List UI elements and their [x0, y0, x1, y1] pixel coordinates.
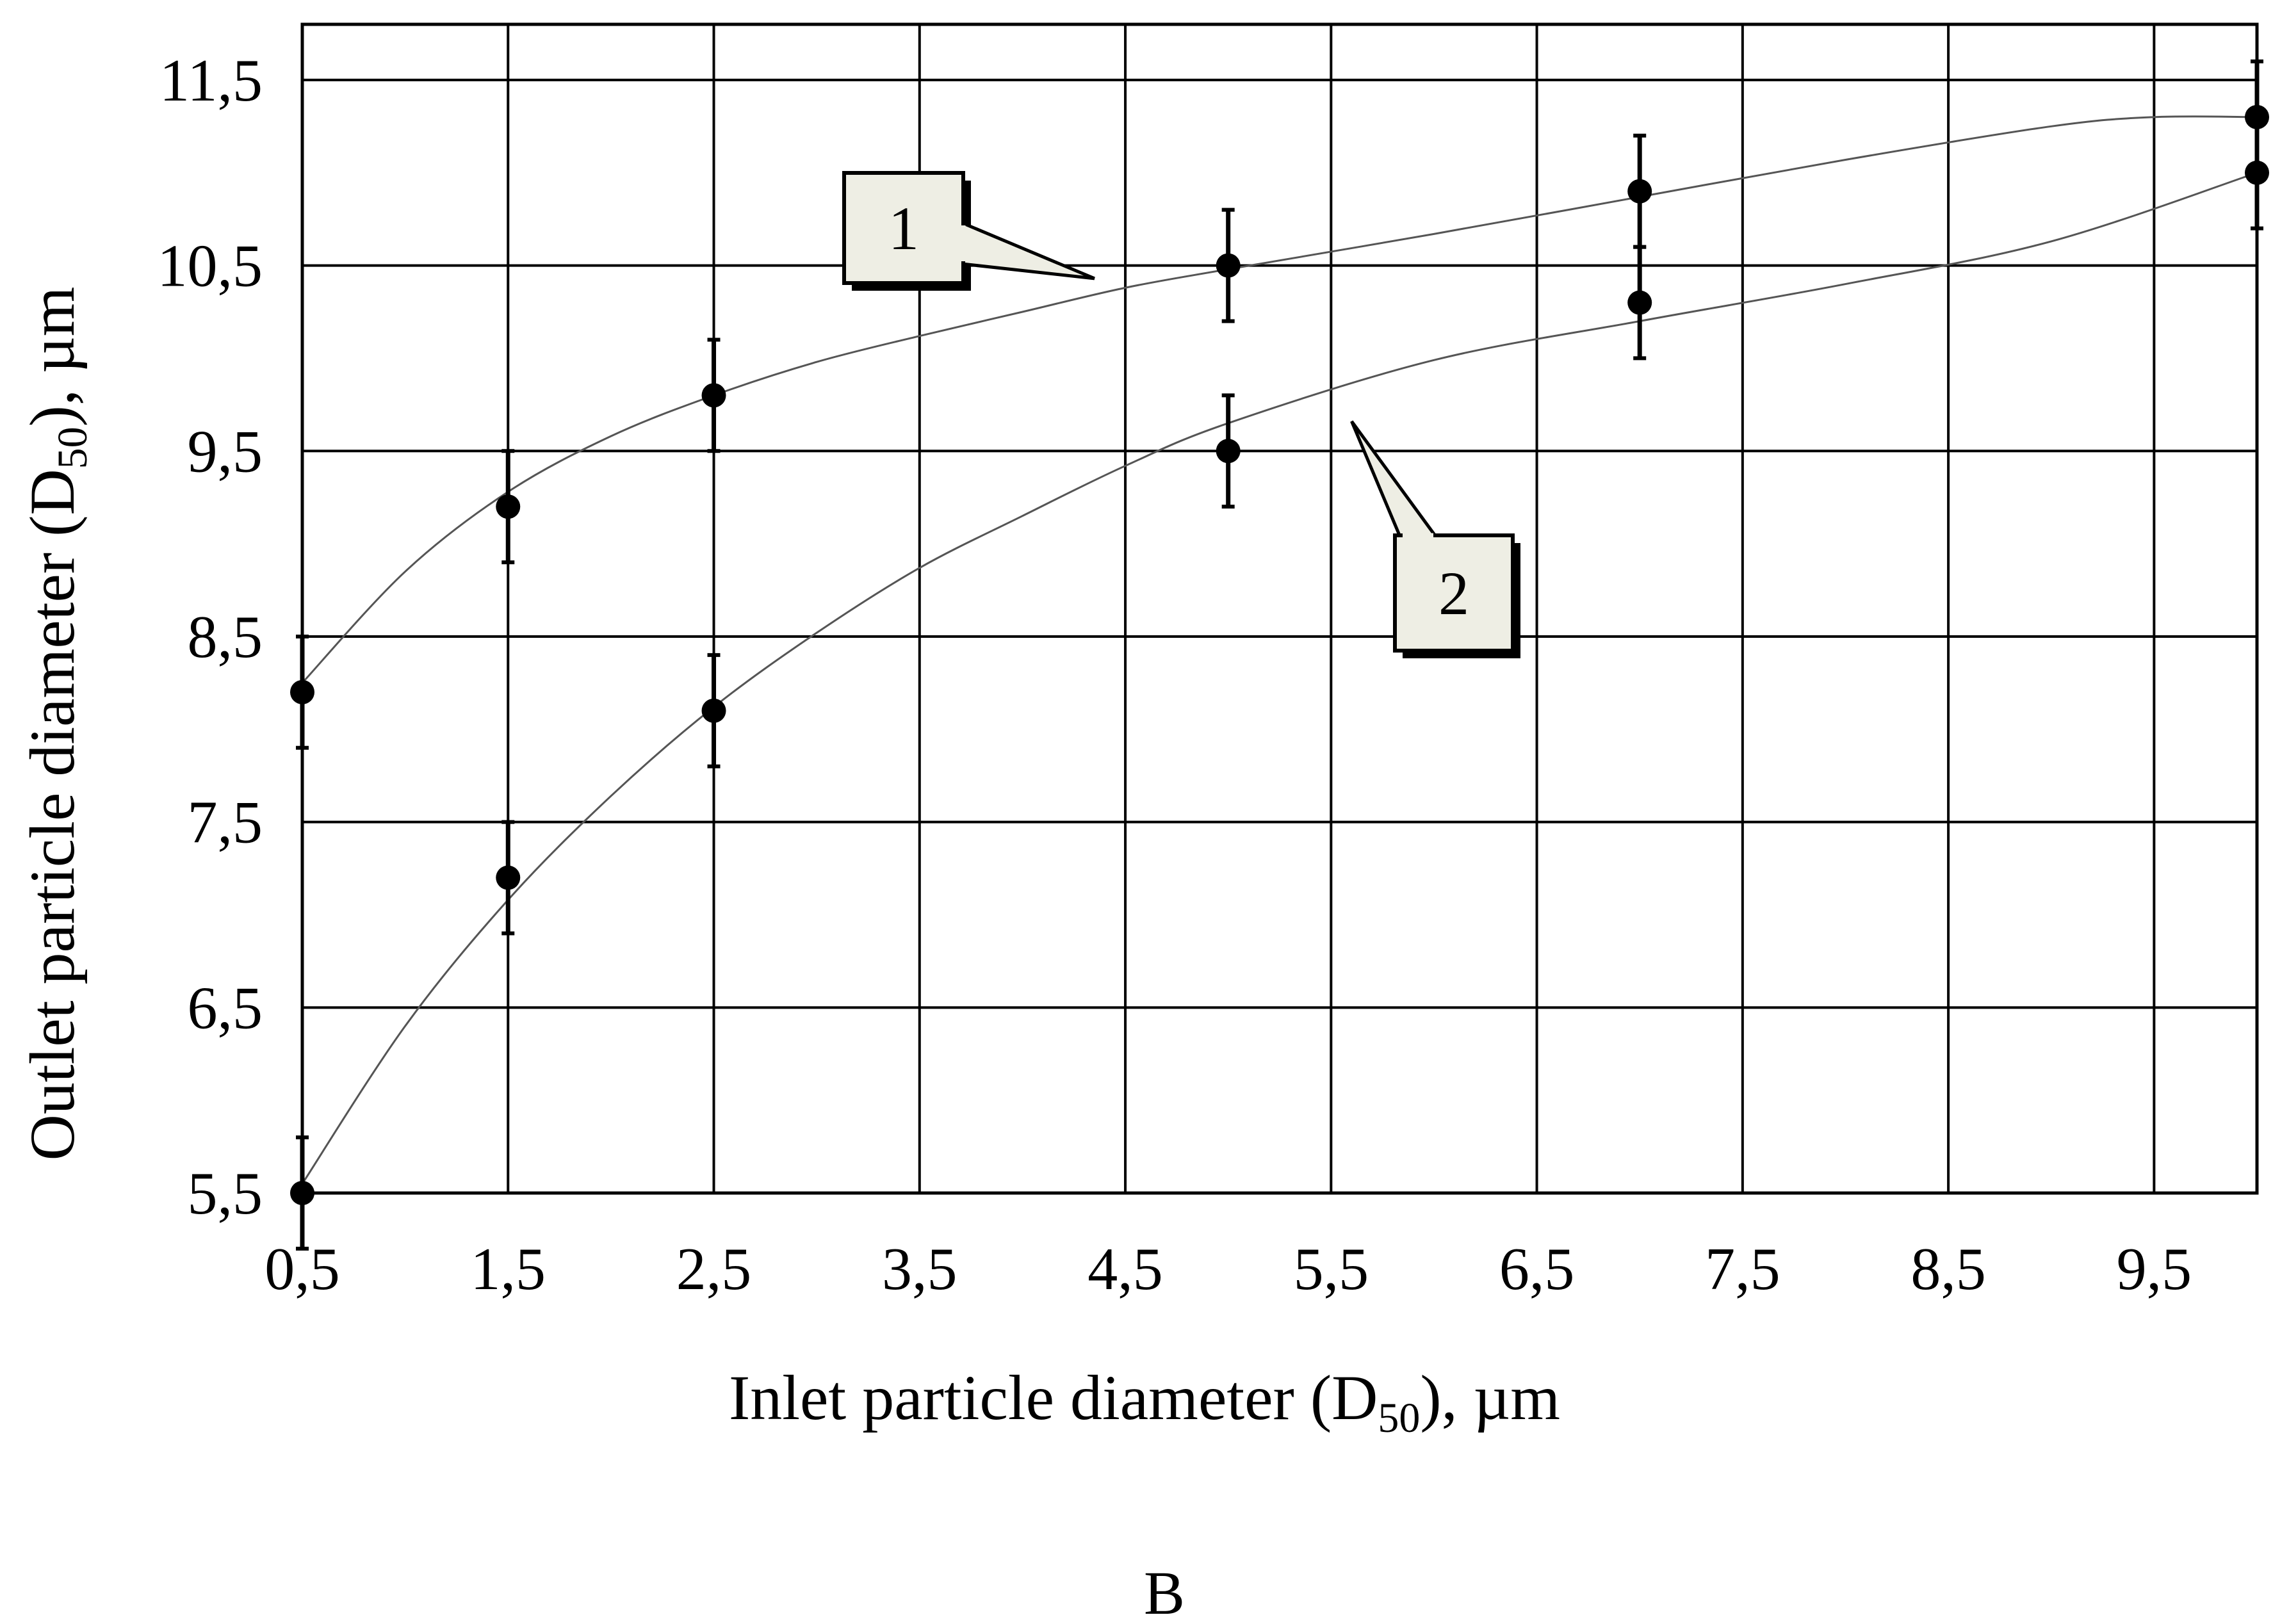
fit-curve-series-1 — [301, 115, 2258, 684]
x-axis-title-sub: 50 — [1378, 1395, 1420, 1441]
y-tick-label: 6,5 — [188, 975, 263, 1041]
x-tick-label: 3,5 — [882, 1236, 957, 1303]
x-tick-labels: 0,5 1,5 2,5 3,5 4,5 5,5 6,5 7,5 8,5 9,5 — [265, 1236, 2192, 1303]
y-tick-label: 5,5 — [188, 1160, 263, 1227]
callout-2: 2 — [1350, 420, 1520, 658]
data-point-series-1 — [1216, 207, 1241, 323]
data-point-series-2 — [701, 653, 726, 768]
y-axis-title-main: Outlet particle diameter (D — [17, 469, 88, 1160]
callout-label: 2 — [1438, 559, 1469, 628]
x-tick-label: 9,5 — [2117, 1236, 2192, 1303]
marker — [1627, 179, 1652, 204]
data-points — [290, 59, 2269, 1251]
x-tick-label: 1,5 — [471, 1236, 546, 1303]
y-tick-label: 7,5 — [188, 790, 263, 856]
marker — [290, 1181, 314, 1205]
data-point-series-1 — [1627, 133, 1652, 249]
marker — [496, 494, 521, 519]
y-tick-label: 8,5 — [188, 604, 263, 670]
callout-label: 1 — [888, 194, 919, 263]
y-axis-title-sub: 50 — [49, 426, 96, 469]
fit-curves — [301, 115, 2258, 1185]
marker — [1627, 290, 1652, 315]
x-tick-label: 0,5 — [265, 1236, 340, 1303]
marker — [496, 865, 521, 890]
data-point-series-1 — [496, 449, 521, 565]
callout-pointer — [1350, 420, 1439, 539]
data-point-series-2 — [496, 820, 521, 936]
x-tick-label: 7,5 — [1705, 1236, 1780, 1303]
data-point-series-2 — [2245, 115, 2269, 231]
plot-frame — [300, 22, 2259, 1195]
marker — [701, 698, 726, 723]
y-axis-title-tail: ), µm — [17, 287, 88, 427]
fit-curve-series-2 — [301, 172, 2258, 1185]
x-tick-label: 2,5 — [676, 1236, 752, 1303]
marker — [701, 383, 726, 408]
data-point-series-2 — [1627, 245, 1652, 361]
callout-1: 1 — [842, 171, 1095, 291]
x-tick-label: 6,5 — [1499, 1236, 1575, 1303]
marker — [290, 679, 314, 704]
data-point-series-1 — [290, 634, 314, 750]
x-tick-label: 5,5 — [1294, 1236, 1369, 1303]
y-tick-labels: 5,5 6,5 7,5 8,5 9,5 10,5 11,5 — [158, 47, 263, 1227]
x-axis-title-tail: ), µm — [1420, 1362, 1560, 1433]
y-axis-title: Outlet particle diameter (D50), µm — [17, 287, 96, 1161]
y-tick-label: 10,5 — [158, 233, 263, 300]
x-tick-label: 4,5 — [1087, 1236, 1163, 1303]
panel-label: B — [1144, 1559, 1185, 1624]
grid-layer — [301, 24, 2257, 1194]
callout-box — [1393, 533, 1515, 653]
x-axis-title: Inlet particle diameter (D50), µm — [729, 1362, 1560, 1441]
callouts: 12 — [842, 171, 1520, 658]
data-point-series-2 — [290, 1135, 314, 1251]
x-tick-label: 8,5 — [1910, 1236, 1986, 1303]
data-point-series-1 — [701, 337, 726, 453]
y-tick-label: 9,5 — [188, 418, 263, 485]
callout-pointer — [960, 220, 1095, 280]
marker — [1216, 439, 1241, 464]
marker — [1216, 253, 1241, 278]
x-axis-title-main: Inlet particle diameter (D — [729, 1362, 1378, 1433]
y-tick-label: 11,5 — [159, 47, 263, 114]
marker — [2245, 160, 2269, 185]
data-point-series-2 — [1216, 393, 1241, 509]
